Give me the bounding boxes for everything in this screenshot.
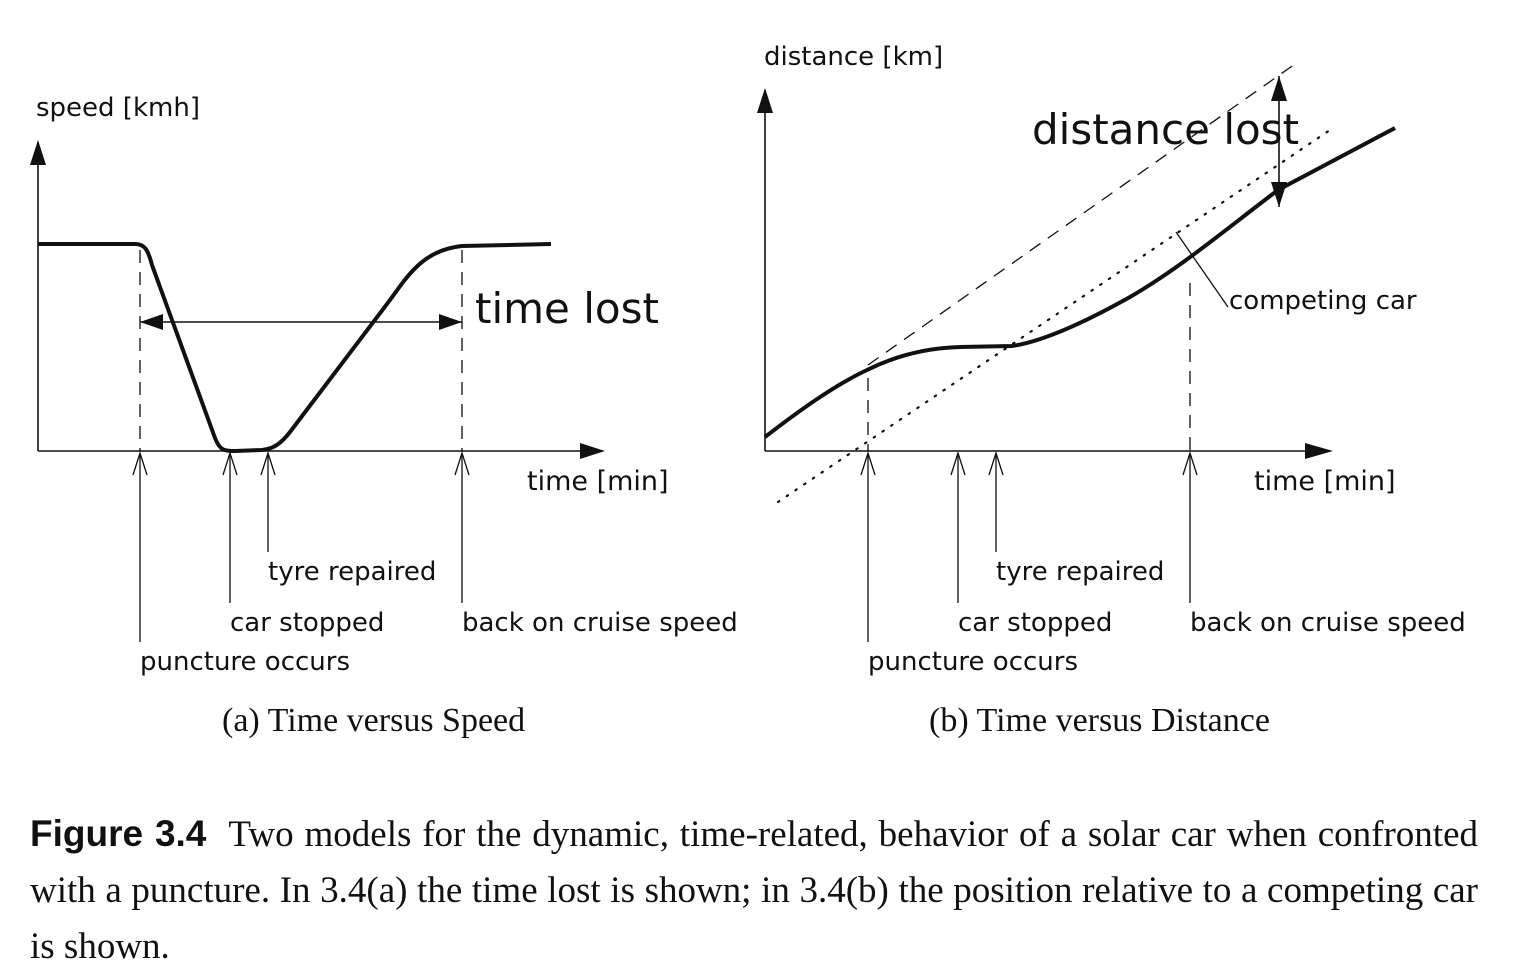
distance-lost-arrowhead-bottom	[1271, 182, 1287, 207]
event-pointer-repaired	[988, 450, 1004, 552]
panel-a: speed [kmh] time [min] time lost tyre re…	[30, 93, 738, 739]
speed-curve	[38, 242, 552, 454]
event-label-back-on-cruise: back on cruise speed	[462, 608, 738, 638]
y-axis-label: distance [km]	[764, 42, 943, 72]
competing-car-leader-line	[1175, 231, 1229, 308]
x-axis-label: time [min]	[527, 466, 669, 497]
event-pointer-cruise	[1182, 450, 1198, 603]
distance-lost-label: distance lost	[1032, 105, 1299, 154]
time-lost-arrowhead-right	[439, 314, 462, 330]
event-pointer-cruise	[454, 450, 470, 603]
event-label-car-stopped: car stopped	[958, 608, 1112, 638]
subcaption-a: (a) Time versus Speed	[222, 702, 525, 739]
y-axis-label: speed [kmh]	[36, 93, 200, 123]
figure-label: Figure 3.4	[30, 813, 207, 854]
y-axis-arrowhead	[757, 88, 773, 113]
event-pointer-stopped	[222, 450, 238, 603]
figure-diagrams: speed [kmh] time [min] time lost tyre re…	[30, 42, 1466, 739]
distance-curve	[763, 126, 1396, 439]
event-pointer-puncture	[860, 450, 876, 642]
event-label-car-stopped: car stopped	[230, 608, 384, 638]
event-label-puncture: puncture occurs	[868, 647, 1078, 677]
figure-caption-text: Two models for the dynamic, time-related…	[30, 814, 1478, 967]
competing-car-label: competing car	[1229, 286, 1417, 316]
panel-b: distance [km] time [min] distance lost c…	[757, 42, 1466, 739]
event-pointer-puncture	[132, 450, 148, 642]
subcaption-b: (b) Time versus Distance	[929, 702, 1270, 739]
x-axis-arrowhead	[580, 443, 605, 459]
event-pointer-repaired	[260, 450, 276, 552]
event-label-tyre-repaired: tyre repaired	[996, 557, 1164, 587]
figure-caption: Figure 3.4 Two models for the dynamic, ti…	[30, 806, 1478, 975]
x-axis-arrowhead	[1305, 443, 1333, 459]
time-lost-arrowhead-left	[140, 314, 163, 330]
event-pointer-stopped	[950, 450, 966, 603]
competing-car-dotted-line	[776, 128, 1332, 504]
y-axis-arrowhead	[30, 140, 46, 165]
time-lost-label: time lost	[475, 284, 659, 333]
distance-lost-arrowhead-top	[1271, 76, 1287, 101]
event-label-puncture: puncture occurs	[140, 647, 350, 677]
event-label-back-on-cruise: back on cruise speed	[1190, 608, 1466, 638]
x-axis-label: time [min]	[1254, 466, 1396, 497]
event-label-tyre-repaired: tyre repaired	[268, 557, 436, 587]
